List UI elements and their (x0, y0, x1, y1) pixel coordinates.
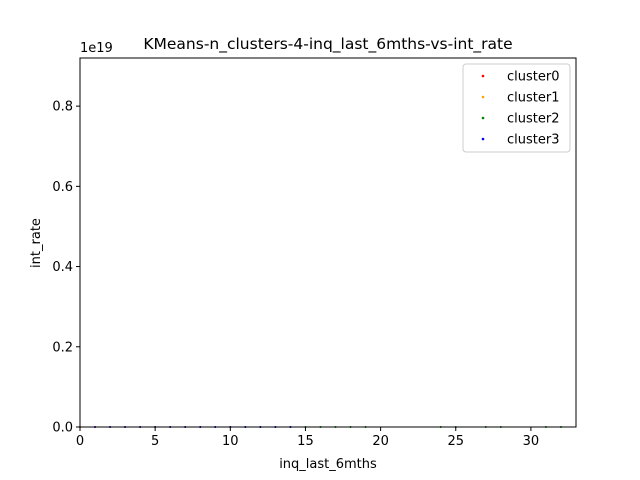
axes-frame (79, 57, 577, 428)
x-tick-label: 20 (372, 434, 389, 449)
legend-box (462, 63, 571, 153)
y-tick-label: 0.4 (52, 260, 73, 275)
y-tick-label: 0.8 (52, 100, 73, 115)
chart-title: KMeans-n_clusters-4-inq_last_6mths-vs-in… (143, 35, 512, 54)
y-tick-label: 0.2 (52, 340, 73, 355)
y-tick-label: 0.6 (52, 180, 73, 195)
y-offset-label: 1e19 (80, 41, 113, 56)
x-tick-label: 5 (151, 434, 159, 449)
legend-marker-cluster2 (481, 116, 485, 120)
x-axis: 0 5 10 15 20 25 30 (76, 427, 539, 449)
y-axis-label: int_rate (29, 218, 44, 268)
x-tick-label: 0 (76, 434, 84, 449)
x-tick-label: 30 (523, 434, 540, 449)
legend-label-cluster0: cluster0 (507, 70, 559, 85)
legend-marker-cluster1 (481, 95, 485, 99)
legend-label-cluster1: cluster1 (507, 91, 559, 106)
y-tick-label: 0.0 (52, 421, 73, 436)
legend-label-cluster2: cluster2 (507, 112, 559, 127)
x-tick-label: 25 (447, 434, 464, 449)
legend-marker-cluster3 (481, 137, 485, 141)
x-tick-label: 15 (297, 434, 314, 449)
x-axis-label: inq_last_6mths (279, 457, 377, 472)
legend-label-cluster3: cluster3 (507, 133, 559, 148)
x-tick-label: 10 (222, 434, 239, 449)
y-axis: 0.0 0.2 0.4 0.6 0.8 (52, 100, 80, 436)
legend-marker-cluster0 (481, 74, 485, 78)
legend: cluster0 cluster1 cluster2 cluster3 (462, 63, 571, 153)
